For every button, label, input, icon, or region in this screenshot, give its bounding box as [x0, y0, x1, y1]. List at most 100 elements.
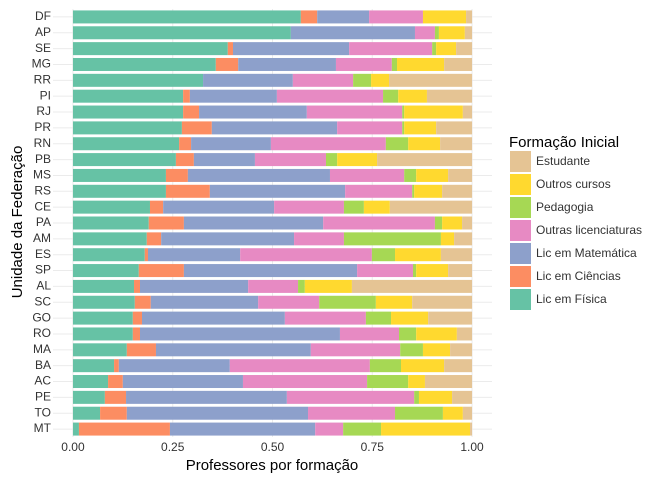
bar-segment [104, 390, 127, 404]
bar-segment [72, 248, 145, 262]
legend-title: Formação Inicial [509, 134, 619, 151]
bar-segment [286, 390, 415, 404]
bar-segment [132, 327, 141, 341]
y-tick-label: SP [35, 263, 51, 277]
bar-segment [395, 406, 443, 420]
y-tick-label: SE [35, 41, 51, 55]
bar-segment [365, 311, 392, 325]
bar-segment [203, 73, 293, 87]
bar-segment [72, 42, 228, 56]
bar-segment [199, 105, 307, 119]
bar-segment [72, 137, 180, 151]
bar-segment [304, 279, 352, 293]
x-tick-label: 0.25 [161, 440, 185, 454]
bar-segment [258, 295, 320, 309]
bar-segment [122, 375, 243, 389]
bar-segment [138, 264, 184, 278]
bar-segment [389, 200, 473, 214]
bar-segment [72, 295, 135, 309]
bar-segment [183, 89, 190, 103]
bar-segment [72, 216, 149, 230]
bar-segment [400, 343, 423, 357]
bar-segment [72, 390, 105, 404]
bar-segment [426, 89, 473, 103]
bar-segment [325, 153, 338, 167]
bar-segment [412, 184, 415, 198]
bar-segment [161, 232, 295, 246]
legend-swatch [510, 174, 531, 195]
bar-segment [72, 26, 291, 40]
bar-segment [72, 343, 127, 357]
bar-segment [144, 248, 148, 262]
bar-segment [444, 359, 473, 373]
bar-segment [369, 10, 423, 24]
bar-segment [381, 422, 471, 436]
bar-segment [126, 390, 287, 404]
bar-segment [404, 168, 417, 182]
bar-segment [416, 264, 449, 278]
bar-segment [343, 200, 364, 214]
bar-segment [357, 264, 413, 278]
bar-segment [452, 390, 473, 404]
bar-segment [298, 279, 305, 293]
bar-segment [349, 42, 433, 56]
y-tick-label: RR [34, 73, 52, 87]
bar-segment [456, 327, 473, 341]
bar-segment [456, 42, 473, 56]
y-tick-label: PE [35, 390, 51, 404]
bar-segment [444, 57, 473, 71]
bar-segment [78, 422, 170, 436]
y-tick-label: GO [32, 310, 51, 324]
y-tick-label: PI [40, 88, 51, 102]
bar-segment [434, 26, 439, 40]
bar-segment [401, 359, 445, 373]
bar-segment [148, 216, 184, 230]
bar-segment [414, 26, 435, 40]
y-tick-label: MG [32, 57, 51, 71]
bar-segment [72, 10, 301, 24]
bar-segment [270, 137, 386, 151]
bar-segment [442, 216, 463, 230]
bar-segment [248, 279, 299, 293]
legend-label: Lic em Ciências [536, 269, 621, 283]
legend-swatch [510, 151, 531, 172]
y-tick-label: AL [36, 279, 51, 293]
bar-segment [450, 343, 473, 357]
bar-segment [397, 57, 445, 71]
bar-segment [343, 422, 382, 436]
bar-segment [240, 248, 372, 262]
bar-segment [329, 168, 405, 182]
bar-segment [183, 105, 200, 119]
bar-segment [274, 200, 344, 214]
bar-segment [72, 121, 182, 135]
y-tick-label: BA [35, 358, 51, 372]
y-tick-label: SC [34, 294, 51, 308]
bar-segment [300, 10, 318, 24]
bar-segment [438, 26, 465, 40]
bar-segment [337, 121, 403, 135]
y-tick-label: MS [33, 168, 51, 182]
bar-segment [371, 73, 390, 87]
bar-segment [371, 248, 396, 262]
bar-segment [315, 422, 344, 436]
bar-segment [367, 375, 409, 389]
bar-segment [389, 73, 473, 87]
bar-segment [140, 279, 249, 293]
bar-segment [169, 422, 316, 436]
bar-segment [146, 232, 162, 246]
bar-segment [395, 248, 441, 262]
bar-segment [383, 89, 399, 103]
legend-label: Lic em Física [536, 292, 607, 306]
bar-segment [462, 406, 473, 420]
bar-segment [242, 375, 368, 389]
bar-segment [308, 406, 396, 420]
bar-segment [391, 311, 429, 325]
bar-segment [141, 311, 285, 325]
bar-segment [114, 359, 119, 373]
bar-segment [466, 10, 473, 24]
bar-segment [155, 343, 311, 357]
bar-segment [175, 153, 194, 167]
bar-segment [335, 57, 392, 71]
bar-segment [416, 168, 449, 182]
bar-segment [440, 248, 473, 262]
